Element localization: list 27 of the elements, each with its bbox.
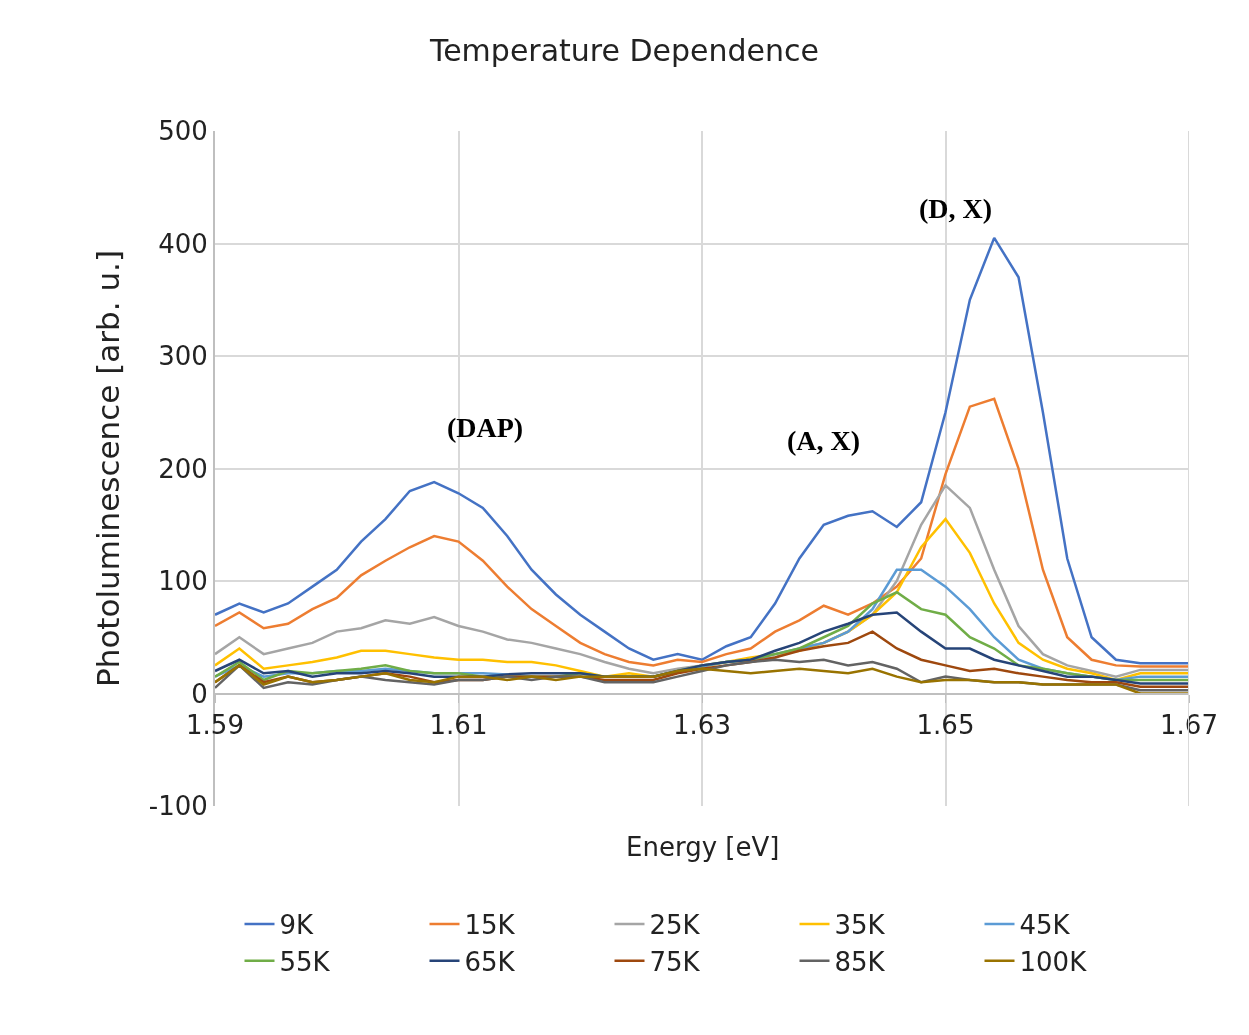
legend-label: 55K	[279, 946, 331, 977]
y-tick-label: -100	[148, 791, 208, 822]
annotation: (A, X)	[787, 425, 861, 456]
y-axis-title: Photoluminescence [arb. u.]	[89, 250, 126, 687]
y-tick-label: 400	[158, 228, 208, 259]
legend-label: 25K	[649, 910, 701, 941]
x-tick-label: 1.65	[916, 709, 975, 740]
chart-title: Temperature Dependence	[428, 32, 820, 68]
x-tick-label: 1.61	[429, 709, 488, 740]
y-tick-label: 200	[158, 453, 208, 484]
y-tick-label: 300	[158, 341, 208, 372]
legend-label: 85K	[834, 946, 886, 977]
legend-label: 9K	[279, 910, 315, 941]
y-tick-label: 100	[158, 566, 208, 597]
legend-label: 35K	[834, 910, 886, 941]
legend-label: 75K	[649, 946, 701, 977]
x-tick-label: 1.59	[186, 709, 244, 740]
x-axis-title: Energy [eV]	[626, 832, 780, 862]
annotation: (DAP)	[447, 412, 524, 443]
legend-label: 100K	[1019, 946, 1088, 977]
legend-label: 15K	[464, 910, 516, 941]
legend-label: 45K	[1019, 910, 1071, 941]
legend-label: 65K	[464, 946, 516, 977]
y-tick-label: 500	[158, 116, 208, 147]
x-tick-label: 1.63	[673, 709, 731, 740]
annotation: (D, X)	[919, 193, 993, 224]
y-tick-label: 0	[191, 678, 208, 709]
